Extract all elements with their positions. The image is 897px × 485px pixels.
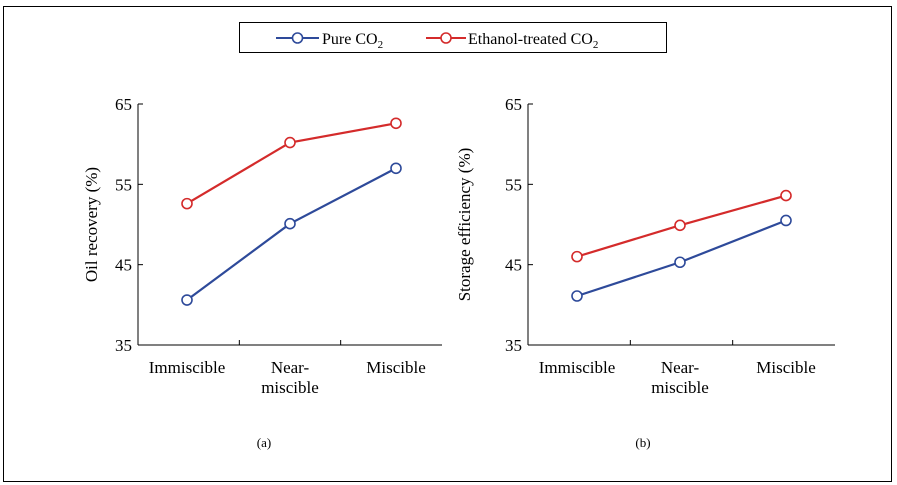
legend-label-1: Ethanol-treated CO2	[468, 31, 598, 51]
data-point	[181, 294, 193, 306]
y-tick-label: 55	[115, 175, 132, 194]
y-tick-label: 55	[505, 175, 522, 194]
x-tick-label: Immiscible	[539, 358, 615, 377]
panel-label: (b)	[635, 435, 650, 450]
x-tick-label: miscible	[261, 378, 319, 397]
y-tick-label: 65	[115, 95, 132, 114]
legend-label-0: Pure CO2	[322, 31, 383, 51]
y-axis-label: Oil recovery (%)	[82, 167, 101, 282]
x-tick-label: Miscible	[756, 358, 816, 377]
data-point	[284, 136, 296, 149]
y-tick-label: 35	[505, 336, 522, 355]
series-line-1	[186, 122, 397, 205]
data-point	[571, 290, 583, 302]
x-tick-label: miscible	[651, 378, 709, 397]
x-tick-label: Immiscible	[149, 358, 225, 377]
data-point	[284, 217, 296, 230]
data-point	[181, 197, 193, 210]
y-tick-label: 65	[505, 95, 522, 114]
chart-panel-a: 35 45 55 65 Immiscible Near-miscible Miscible O…	[82, 95, 442, 450]
data-point	[674, 256, 686, 269]
data-point	[674, 219, 686, 232]
x-tick-label: Near-	[661, 358, 700, 377]
y-axis-label: Storage efficiency (%)	[455, 148, 474, 302]
data-point	[571, 250, 583, 263]
legend-marker-1	[440, 32, 452, 44]
data-point	[390, 117, 402, 130]
figure-frame	[3, 6, 892, 482]
data-point	[780, 214, 792, 227]
y-tick-label: 45	[505, 256, 522, 275]
y-tick-label: 35	[115, 336, 132, 355]
x-tick-label: Miscible	[366, 358, 426, 377]
y-tick-label: 45	[115, 256, 132, 275]
chart-legend	[239, 22, 667, 53]
data-point	[780, 189, 792, 202]
x-tick-label: Near-	[271, 358, 310, 377]
panel-label: (a)	[257, 435, 271, 450]
chart-panel-b: 35 45 55 65 Immiscible Near-miscible Miscible S…	[455, 95, 835, 450]
data-point	[390, 162, 402, 175]
legend-marker-0	[291, 32, 304, 44]
series-line-0	[186, 167, 397, 301]
